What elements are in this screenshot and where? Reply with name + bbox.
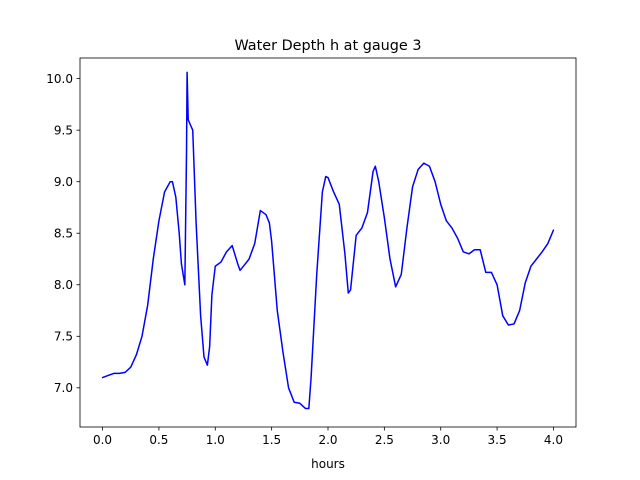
y-tick-label: 9.0: [54, 175, 73, 189]
y-tick-label: 9.5: [54, 123, 73, 137]
series-line-0: [101, 71, 555, 410]
x-tick-label: 1.5: [262, 433, 281, 447]
x-tick-label: 0.0: [93, 433, 112, 447]
y-tick-label: 8.5: [54, 227, 73, 241]
y-tick-label: 8.0: [54, 278, 73, 292]
x-tick-label: 3.5: [488, 433, 507, 447]
chart-title: Water Depth h at gauge 3: [234, 38, 421, 54]
x-axis-ticks: 0.0 0.5 1.0 1.5 2.0 2.5 3.0 3.5 4.0: [93, 427, 563, 447]
x-tick-label: 0.5: [149, 433, 168, 447]
y-tick-label: 7.5: [54, 330, 73, 344]
x-tick-label: 2.0: [318, 433, 337, 447]
x-tick-label: 3.0: [431, 433, 450, 447]
x-tick-label: 2.5: [375, 433, 394, 447]
y-axis-ticks: 7.0 7.5 8.0 8.5 9.0 9.5 10.0: [46, 72, 80, 395]
plot-area: [79, 57, 577, 428]
axes-frame: [79, 57, 577, 428]
y-tick-label: 10.0: [46, 72, 73, 86]
x-tick-label: 4.0: [544, 433, 563, 447]
x-axis-label: hours: [311, 457, 345, 471]
x-tick-label: 1.0: [206, 433, 225, 447]
y-tick-label: 7.0: [54, 381, 73, 395]
